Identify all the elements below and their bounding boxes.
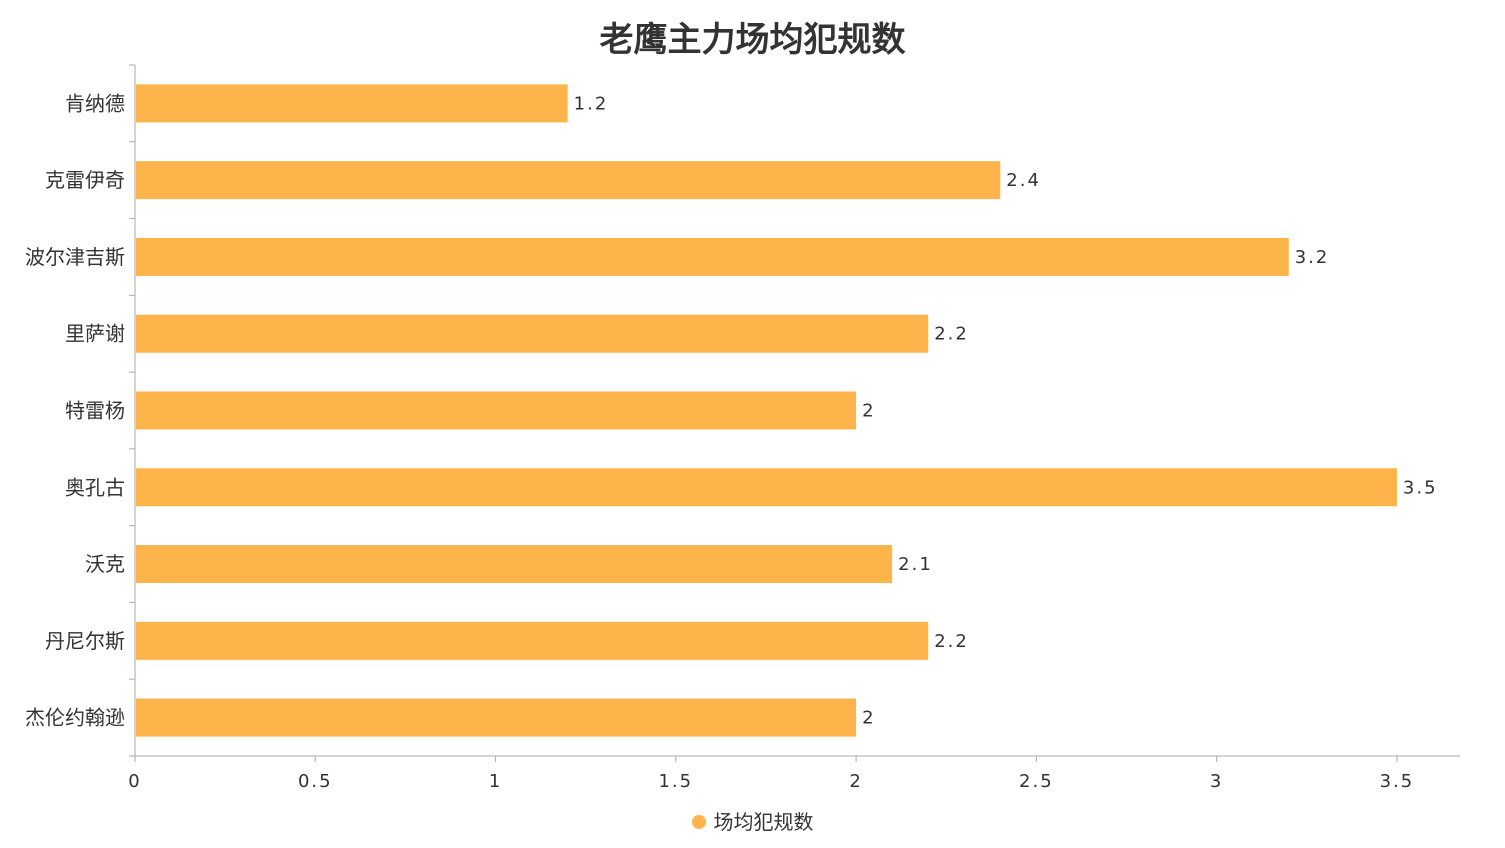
bar[interactable] [136,237,1289,276]
category-label: 波尔津吉斯 [25,245,125,269]
category-label: 奥孔古 [65,475,125,499]
legend[interactable]: 场均犯规数 [0,806,1505,835]
bar[interactable] [136,84,568,123]
data-label: 2.4 [1006,170,1041,191]
data-label: 2 [862,708,875,729]
x-tick-label: 0.5 [298,771,333,792]
data-label: 1.2 [574,93,609,114]
category-label: 杰伦约翰逊 [25,706,125,730]
x-tick-label: 1 [489,771,502,792]
bar[interactable] [136,621,929,660]
legend-label: 场均犯规数 [713,810,814,834]
bar[interactable] [136,468,1397,507]
bar[interactable] [136,161,1001,200]
x-tick-label: 2.5 [1019,771,1054,792]
x-tick-label: 3 [1210,771,1223,792]
x-tick-label: 3.5 [1380,771,1415,792]
category-label: 丹尼尔斯 [45,629,125,653]
data-label: 3.2 [1295,247,1330,268]
data-label: 2.2 [934,324,969,345]
x-tick-label: 0 [128,771,141,792]
category-label: 克雷伊奇 [45,168,125,192]
x-tick-label: 1.5 [658,771,693,792]
bar[interactable] [136,698,857,737]
category-label: 肯纳德 [65,91,125,115]
bar[interactable] [136,545,893,584]
category-label: 特雷杨 [65,399,125,423]
axes-layer: 肯纳德 1.2 克雷伊奇 2.4 波尔津吉斯 3.2 里萨谢 2.2 特雷杨 2 奥孔古 3.5 沃克 2… [25,64,1460,792]
x-tick-label: 2 [849,771,862,792]
chart-title: 老鹰主力场均犯规数 [599,20,906,60]
data-label: 2 [862,401,875,422]
legend-marker [691,814,706,829]
category-label: 里萨谢 [65,322,125,346]
bars-layer [136,84,1397,737]
category-label: 沃克 [85,552,125,576]
data-label: 2.1 [898,554,933,575]
bar[interactable] [136,314,929,353]
data-label: 2.2 [934,631,969,652]
bar[interactable] [136,391,857,430]
data-label: 3.5 [1403,477,1438,498]
